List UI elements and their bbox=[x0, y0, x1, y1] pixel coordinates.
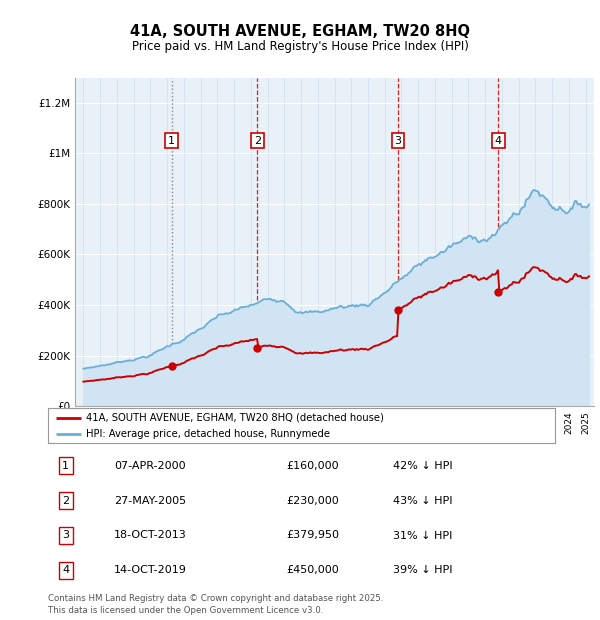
Text: 2: 2 bbox=[254, 136, 261, 146]
Text: 42% ↓ HPI: 42% ↓ HPI bbox=[393, 461, 452, 471]
Text: £160,000: £160,000 bbox=[286, 461, 339, 471]
Text: 18-OCT-2013: 18-OCT-2013 bbox=[114, 531, 187, 541]
Text: £230,000: £230,000 bbox=[286, 495, 339, 505]
Text: 43% ↓ HPI: 43% ↓ HPI bbox=[393, 495, 452, 505]
Text: 31% ↓ HPI: 31% ↓ HPI bbox=[393, 531, 452, 541]
Text: 2: 2 bbox=[62, 495, 70, 505]
Text: 3: 3 bbox=[395, 136, 401, 146]
Text: HPI: Average price, detached house, Runnymede: HPI: Average price, detached house, Runn… bbox=[86, 430, 330, 440]
Text: 41A, SOUTH AVENUE, EGHAM, TW20 8HQ (detached house): 41A, SOUTH AVENUE, EGHAM, TW20 8HQ (deta… bbox=[86, 413, 384, 423]
Text: 1: 1 bbox=[168, 136, 175, 146]
Text: Contains HM Land Registry data © Crown copyright and database right 2025.
This d: Contains HM Land Registry data © Crown c… bbox=[48, 594, 383, 615]
Text: 4: 4 bbox=[62, 565, 70, 575]
Text: 27-MAY-2005: 27-MAY-2005 bbox=[114, 495, 186, 505]
Text: £450,000: £450,000 bbox=[286, 565, 339, 575]
Text: 39% ↓ HPI: 39% ↓ HPI bbox=[393, 565, 452, 575]
Text: 4: 4 bbox=[495, 136, 502, 146]
Text: 3: 3 bbox=[62, 531, 69, 541]
Text: 1: 1 bbox=[62, 461, 69, 471]
Text: £379,950: £379,950 bbox=[286, 531, 339, 541]
Text: Price paid vs. HM Land Registry's House Price Index (HPI): Price paid vs. HM Land Registry's House … bbox=[131, 40, 469, 53]
Text: 07-APR-2000: 07-APR-2000 bbox=[114, 461, 185, 471]
Text: 14-OCT-2019: 14-OCT-2019 bbox=[114, 565, 187, 575]
Text: 41A, SOUTH AVENUE, EGHAM, TW20 8HQ: 41A, SOUTH AVENUE, EGHAM, TW20 8HQ bbox=[130, 24, 470, 38]
